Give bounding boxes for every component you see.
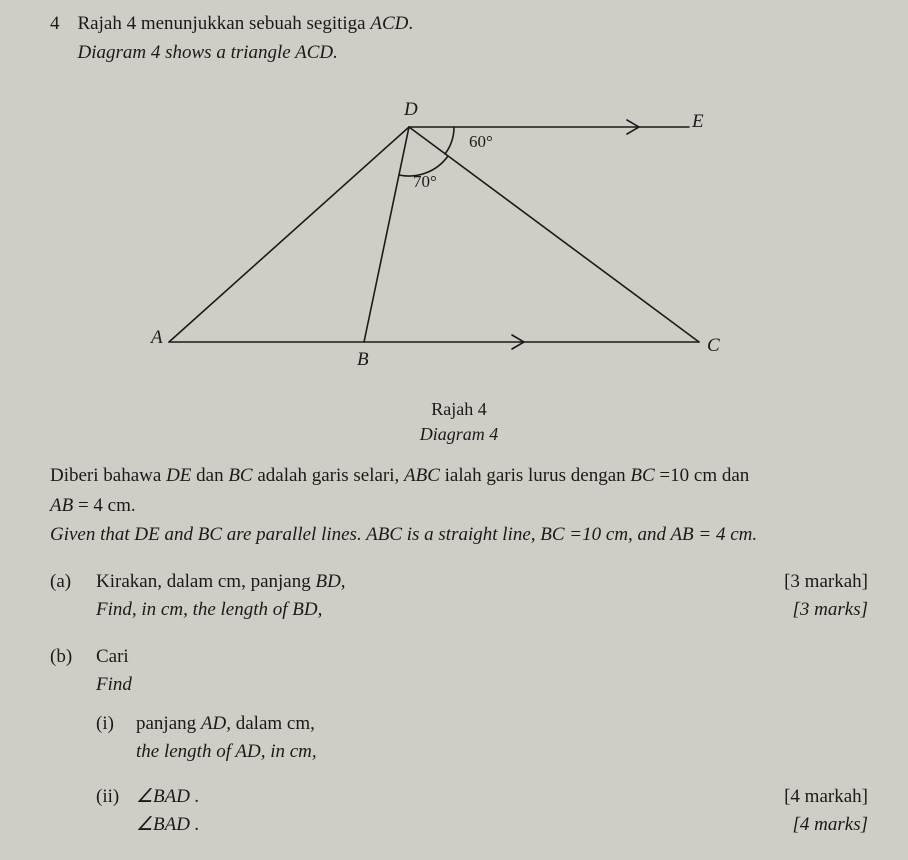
title-ms: Rajah 4 menunjukkan sebuah segitiga [78,13,366,34]
question-header: 4 Rajah 4 menunjukkan sebuah segitiga AC… [50,10,868,67]
g1: Diberi bahawa [50,465,161,486]
part-b: (b) Cari Find [50,643,868,700]
bii-marks: [4 markah] [4 marks] [758,783,868,840]
b-ms: Cari [96,646,129,667]
g2: dan [196,465,223,486]
bii-left: (ii) ∠BAD . ∠BAD . [96,783,199,840]
g3: adalah garis selari, [257,465,399,486]
a-marks-ms: [3 markah] [784,571,868,592]
bii-label: (ii) [96,783,126,840]
bi-label: (i) [96,710,126,767]
g-abc: ABC [404,465,440,486]
part-a-marks: [3 markah] [3 marks] [758,568,868,625]
a-en: Find, in cm, the length of BD, [96,599,322,620]
g-bc: BC [228,465,252,486]
label-a: A [151,327,163,349]
part-b-ii: (ii) ∠BAD . ∠BAD . [4 markah] [4 marks] [50,783,868,840]
g-ab: AB [50,495,73,516]
label-b: B [357,349,369,371]
title-en: Diagram 4 shows a triangle ACD. [78,42,338,63]
angle-60: 60° [469,132,493,152]
b-en: Find [96,674,132,695]
caption-en: Diagram 4 [420,424,499,444]
angle-70: 70° [413,172,437,192]
label-e: E [692,111,704,133]
part-b-i: (i) panjang AD, dalam cm, the length of … [96,710,868,767]
part-b-body: Cari Find [96,643,744,700]
bi-ad: AD, [201,713,231,734]
label-d: D [404,99,418,121]
title-dot: . [408,13,413,34]
part-a-body: Kirakan, dalam cm, panjang BD, Find, in … [96,568,744,625]
g-en: Given that DE and BC are parallel lines.… [50,524,757,545]
title-tri: ACD [370,13,408,34]
g-de: DE [166,465,191,486]
diagram-caption: Rajah 4 Diagram 4 [50,397,868,447]
bii-ms: ∠BAD . [136,786,199,807]
a-bd: BD, [315,571,345,592]
caption-ms: Rajah 4 [431,399,487,419]
label-c: C [707,335,720,357]
g6: = 4 cm. [78,495,136,516]
bi-body: panjang AD, dalam cm, the length of AD, … [136,710,317,767]
bi-en: the length of AD, in cm, [136,741,317,762]
a-ms: Kirakan, dalam cm, panjang [96,571,311,592]
question-title: Rajah 4 menunjukkan sebuah segitiga ACD.… [78,10,414,67]
part-a: (a) Kirakan, dalam cm, panjang BD, Find,… [50,568,868,625]
given-text: Diberi bahawa DE dan BC adalah garis sel… [50,461,868,549]
part-a-label: (a) [50,571,82,593]
diagram: D E A B C 70° 60° [109,87,809,387]
bii-en: ∠BAD . [136,814,199,835]
bi-ms2: dalam cm, [236,713,315,734]
part-b-label: (b) [50,646,82,668]
g4: ialah garis lurus dengan [445,465,626,486]
diagram-svg [109,87,809,387]
bii-marks-ms: [4 markah] [784,786,868,807]
g-bc2: BC [630,465,654,486]
bii-marks-en: [4 marks] [793,814,868,835]
page: 4 Rajah 4 menunjukkan sebuah segitiga AC… [0,0,908,860]
g5: =10 cm dan [659,465,749,486]
bii-body: ∠BAD . ∠BAD . [136,783,199,840]
a-marks-en: [3 marks] [793,599,868,620]
question-number: 4 [50,13,60,35]
bi-ms1: panjang [136,713,196,734]
